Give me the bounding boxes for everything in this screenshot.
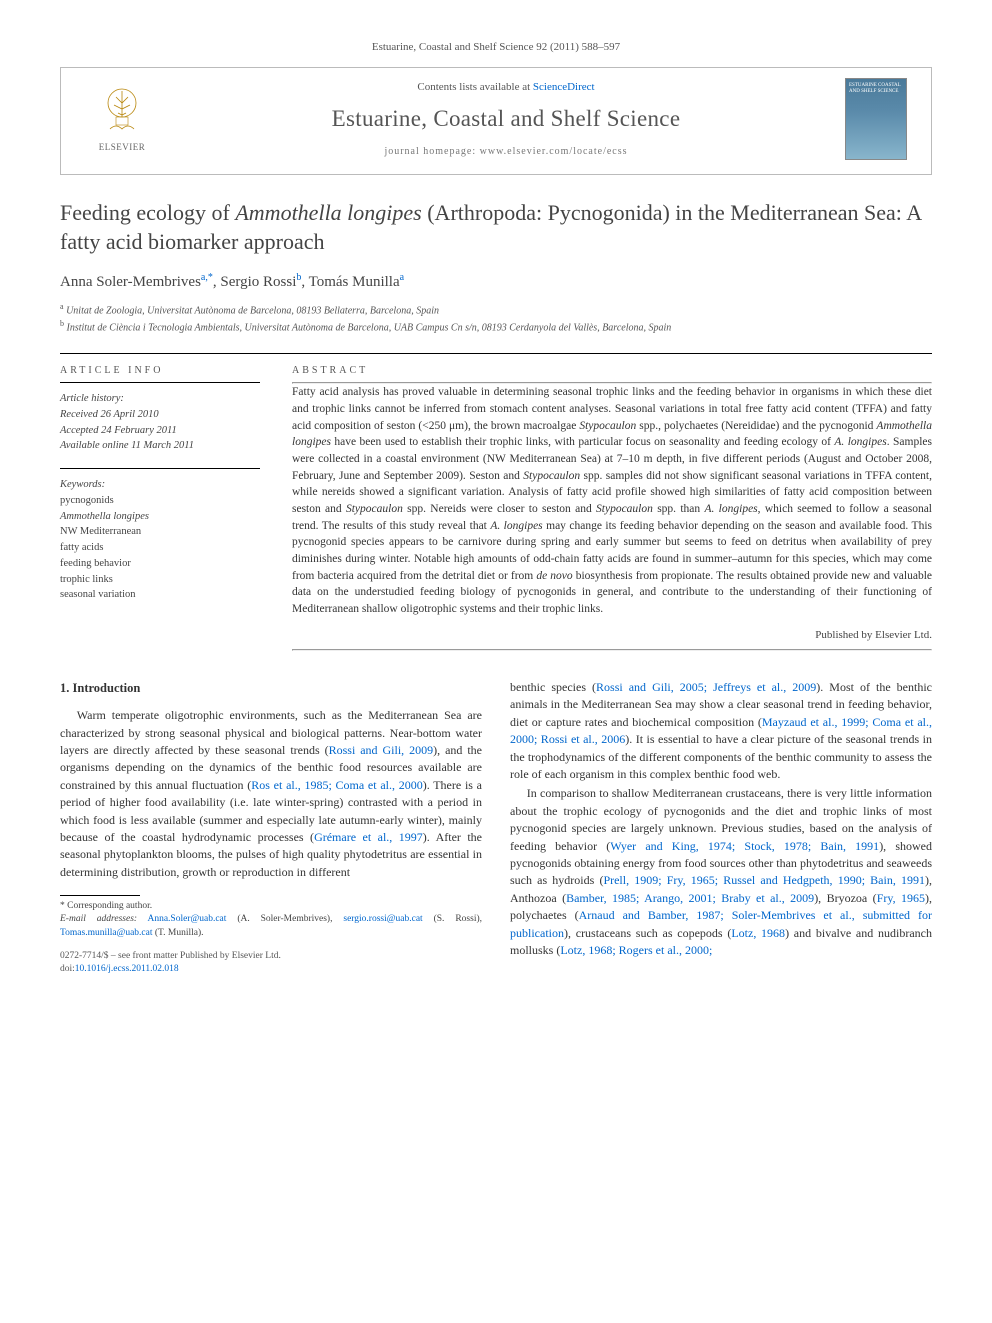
author-2: Sergio Rossi — [220, 274, 296, 290]
section-heading-intro: 1. Introduction — [60, 679, 482, 697]
article-info-heading: ARTICLE INFO — [60, 364, 260, 378]
cover-title: ESTUARINE COASTAL AND SHELF SCIENCE — [846, 79, 906, 98]
accepted-date: Accepted 24 February 2011 — [60, 423, 260, 439]
body-columns: 1. Introduction Warm temperate oligotrop… — [60, 679, 932, 977]
journal-cover-thumbnail: ESTUARINE COASTAL AND SHELF SCIENCE — [845, 78, 907, 160]
title-pre: Feeding ecology of — [60, 200, 235, 225]
abstract-seg: A. longipes — [834, 436, 886, 448]
citation-link[interactable]: Wyer and King, 1974; Stock, 1978; Bain, … — [610, 839, 879, 853]
abstract-seg: Stypocaulon — [346, 503, 403, 515]
keyword: fatty acids — [60, 540, 260, 556]
footnote-separator — [60, 895, 140, 896]
abstract-heading: ABSTRACT — [292, 364, 932, 378]
keywords-label: Keywords: — [60, 477, 260, 493]
body-paragraph: benthic species (Rossi and Gili, 2005; J… — [510, 679, 932, 783]
body-paragraph: In comparison to shallow Mediterranean c… — [510, 785, 932, 959]
email-who: (T. Munilla). — [153, 928, 204, 938]
issn-line: 0272-7714/$ – see front matter Published… — [60, 950, 482, 963]
abstract-seg: spp. than — [653, 503, 705, 515]
footnotes: * Corresponding author. E-mail addresses… — [60, 900, 482, 940]
divider — [60, 382, 260, 383]
sciencedirect-link[interactable]: ScienceDirect — [533, 81, 595, 93]
doi-link[interactable]: 10.1016/j.ecss.2011.02.018 — [75, 964, 179, 974]
title-species: Ammothella longipes — [235, 200, 421, 225]
citation-link[interactable]: Bamber, 1985; Arango, 2001; Braby et al.… — [566, 891, 814, 905]
article-info-column: ARTICLE INFO Article history: Received 2… — [60, 364, 260, 651]
abstract-seg: spp. Nereids were closer to seston and — [403, 503, 596, 515]
contents-available: Contents lists available at ScienceDirec… — [183, 80, 829, 95]
abstract-seg: Stypocaulon — [523, 470, 580, 482]
email-link[interactable]: sergio.rossi@uab.cat — [343, 914, 422, 924]
author-1-affil: a, — [201, 272, 208, 283]
abstract-seg: Stypocaulon — [579, 420, 636, 432]
abstract-seg: A. longipes — [704, 503, 757, 515]
email-link[interactable]: Anna.Soler@uab.cat — [147, 914, 226, 924]
divider — [292, 649, 932, 651]
author-1: Anna Soler-Membrives — [60, 274, 201, 290]
keyword: Ammothella longipes — [60, 509, 260, 525]
doi-label: doi: — [60, 964, 75, 974]
author-3: Tomás Munilla — [309, 274, 400, 290]
abstract-seg: have been used to establish their trophi… — [331, 436, 834, 448]
citation-link[interactable]: Grémare et al., 1997 — [314, 830, 423, 844]
divider — [60, 468, 260, 469]
citation-link[interactable]: Lotz, 1968; Rogers et al., 2000; — [560, 943, 712, 957]
citation-link[interactable]: Rossi and Gili, 2009 — [329, 743, 434, 757]
article-title: Feeding ecology of Ammothella longipes (… — [60, 199, 932, 256]
keyword: feeding behavior — [60, 556, 260, 572]
email-addresses-label: E-mail addresses: — [60, 914, 137, 924]
elsevier-tree-icon — [96, 85, 148, 137]
keyword: trophic links — [60, 572, 260, 588]
publisher-logo: ELSEVIER — [77, 85, 167, 154]
body-seg: ), Bryozoa ( — [814, 891, 877, 905]
affiliations: a Unitat de Zoologia, Universitat Autòno… — [60, 301, 932, 336]
body-paragraph: Warm temperate oligotrophic environments… — [60, 707, 482, 881]
corresponding-author-label: * Corresponding author. — [60, 900, 482, 913]
article-history: Article history: Received 26 April 2010 … — [60, 391, 260, 454]
contents-prefix: Contents lists available at — [417, 81, 532, 93]
abstract-column: ABSTRACT Fatty acid analysis has proved … — [292, 364, 932, 651]
citation-link[interactable]: Lotz, 1968 — [731, 926, 785, 940]
divider — [60, 353, 932, 354]
affiliation-b: Institut de Ciència i Tecnologia Ambient… — [67, 322, 672, 333]
affiliation-a: Unitat de Zoologia, Universitat Autònoma… — [66, 305, 439, 316]
email-who: (A. Soler-Membrives), — [226, 914, 343, 924]
abstract-seg: spp., polychaetes (Nereididae) and the p… — [636, 420, 876, 432]
journal-header: ELSEVIER Contents lists available at Sci… — [60, 67, 932, 175]
abstract-text: Fatty acid analysis has proved valuable … — [292, 384, 932, 617]
body-seg: benthic species ( — [510, 680, 596, 694]
journal-homepage: journal homepage: www.elsevier.com/locat… — [183, 145, 829, 159]
homepage-label: journal homepage: — [384, 146, 479, 157]
history-label: Article history: — [60, 391, 260, 407]
citation-link[interactable]: Ros et al., 1985; Coma et al., 2000 — [251, 778, 422, 792]
author-3-affil: a — [400, 272, 404, 283]
abstract-seg: de novo — [536, 570, 572, 582]
body-seg: ), crustaceans such as copepods ( — [564, 926, 731, 940]
publisher-name: ELSEVIER — [77, 141, 167, 154]
email-who: (S. Rossi), — [423, 914, 482, 924]
keyword: pycnogonids — [60, 493, 260, 509]
email-link[interactable]: Tomas.munilla@uab.cat — [60, 928, 153, 938]
citation-link[interactable]: Rossi and Gili, 2005; Jeffreys et al., 2… — [596, 680, 816, 694]
authors-line: Anna Soler-Membrivesa,*, Sergio Rossib, … — [60, 271, 932, 293]
front-matter: 0272-7714/$ – see front matter Published… — [60, 950, 482, 977]
abstract-seg: Stypocaulon — [596, 503, 653, 515]
citation-link[interactable]: Prell, 1909; Fry, 1965; Russel and Hedgp… — [603, 873, 925, 887]
published-by: Published by Elsevier Ltd. — [292, 628, 932, 643]
keywords-block: Keywords: pycnogonids Ammothella longipe… — [60, 477, 260, 603]
keyword: NW Mediterranean — [60, 524, 260, 540]
abstract-seg: A. longipes — [490, 520, 542, 532]
journal-title: Estuarine, Coastal and Shelf Science — [183, 103, 829, 135]
journal-reference: Estuarine, Coastal and Shelf Science 92 … — [60, 40, 932, 55]
author-2-affil: b — [296, 272, 301, 283]
keyword: seasonal variation — [60, 587, 260, 603]
online-date: Available online 11 March 2011 — [60, 438, 260, 454]
citation-link[interactable]: Fry, 1965 — [877, 891, 925, 905]
received-date: Received 26 April 2010 — [60, 407, 260, 423]
homepage-url: www.elsevier.com/locate/ecss — [480, 146, 628, 157]
author-1-corresp: * — [208, 272, 213, 283]
